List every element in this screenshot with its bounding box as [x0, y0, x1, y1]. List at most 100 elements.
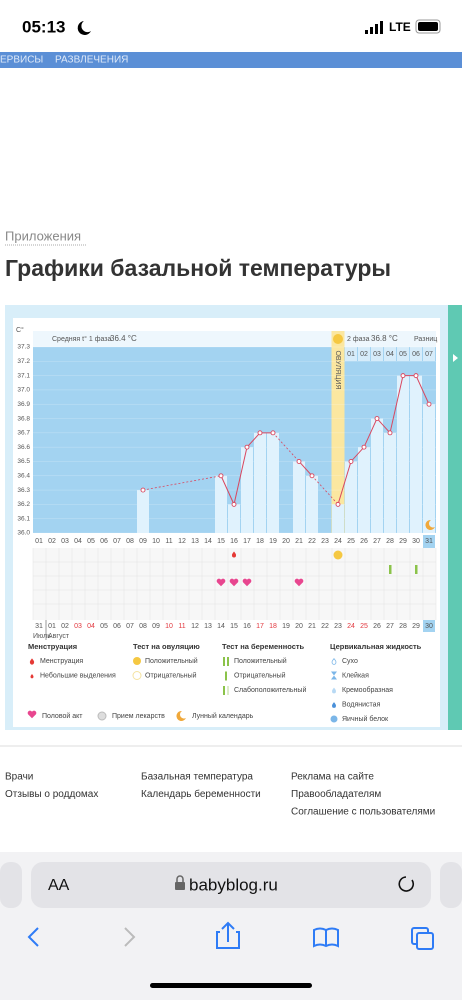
ovulation-label: ОВУЛЯЦИЯ [334, 350, 341, 389]
temperature-point [309, 473, 315, 479]
legend-item: Клейкая [342, 671, 369, 679]
x-tick-label: 27 [373, 538, 381, 545]
x-tick-label: 14 [204, 538, 212, 545]
legend-item: Кремообразная [342, 686, 393, 694]
footer-link[interactable]: Календарь беременности [141, 788, 261, 800]
x-tick-label: 25 [347, 538, 355, 545]
date-label: 02 [61, 623, 69, 630]
y-tick-label: 37.2 [17, 358, 30, 365]
date-label: 28 [399, 623, 407, 630]
x-tick-label: 29 [399, 538, 407, 545]
x-tick-label: 11 [165, 538, 172, 545]
tab-prev[interactable] [0, 862, 22, 908]
footer-link[interactable]: Соглашение с пользователями [291, 807, 435, 818]
y-tick-label: 36.2 [17, 501, 30, 508]
y-tick-label: 37.3 [17, 344, 30, 351]
bookmarks-button[interactable] [313, 927, 339, 948]
date-label: 27 [386, 623, 394, 630]
ovulation-column [331, 331, 345, 533]
temperature-bar [228, 504, 240, 533]
breadcrumb[interactable]: Приложения [5, 228, 81, 243]
phase2-day-cell [371, 347, 383, 361]
footer-link[interactable]: Отзывы о роддомах [5, 789, 98, 800]
tab-next[interactable] [440, 862, 462, 908]
date-label: 17 [256, 623, 264, 630]
temperature-point [140, 487, 146, 493]
legend-item: Сухо [342, 658, 358, 665]
date-label: 24 [347, 623, 355, 630]
phase2-day: 02 [360, 351, 368, 358]
temperature-bar [345, 461, 357, 533]
x-tick-label: 23 [321, 538, 329, 545]
legend-icon [332, 702, 336, 708]
address-bar[interactable] [31, 862, 431, 908]
x-tick-label: 16 [230, 538, 238, 545]
x-tick-label: 13 [191, 538, 199, 545]
x-tick-label: 17 [243, 538, 251, 545]
difference-label: Разниц [414, 336, 437, 343]
nav-link[interactable]: ЕРВИСЫ [0, 55, 43, 66]
toolbar [27, 921, 434, 950]
temperature-point [270, 430, 276, 436]
y-unit: С° [16, 326, 24, 334]
y-tick-label: 36.0 [17, 530, 30, 537]
legend-icon [223, 686, 225, 695]
battery [415, 19, 441, 34]
y-tick-label: 36.5 [17, 458, 30, 465]
y-tick-label: 36.3 [17, 487, 30, 494]
date-label: 14 [217, 623, 225, 630]
footer-link[interactable]: Реклама на сайте [291, 772, 374, 783]
text-size-button[interactable]: AA [48, 877, 70, 894]
footer-link[interactable]: Базальная температура [141, 772, 253, 783]
legend-icon [176, 710, 186, 721]
footer-link[interactable]: Врачи [5, 772, 33, 783]
x-tick-label: 24 [334, 538, 342, 545]
footer-link[interactable]: Правообладателям [291, 788, 381, 800]
x-tick-label: 03 [61, 538, 69, 545]
share-button[interactable] [216, 921, 240, 949]
side-arrow[interactable] [453, 354, 458, 362]
temperature-bar [254, 432, 266, 533]
date-label: 10 [165, 623, 173, 630]
lock-shackle [176, 875, 184, 882]
date-label: 25 [360, 623, 368, 630]
date-label: 05 [100, 623, 108, 630]
temperature-bar [332, 504, 344, 533]
lock-icon [175, 882, 185, 890]
today-cell [423, 620, 435, 632]
gap-connector [142, 475, 222, 491]
temperature-bar [423, 404, 435, 533]
legend-icon [225, 671, 227, 681]
legend-item: Прием лекарств [112, 713, 165, 720]
temperature-bar [215, 475, 227, 533]
temperature-point [257, 430, 263, 436]
y-tick-label: 36.4 [17, 472, 30, 479]
temperature-point [413, 373, 419, 379]
url[interactable]: babyblog.ru [189, 875, 278, 894]
temperature-bar [267, 432, 279, 533]
month-label: Июль [33, 633, 51, 640]
date-label: 31 [35, 623, 43, 630]
legend-item: Половой акт [42, 712, 83, 720]
moon-marker [425, 519, 435, 530]
ovulation-marker [333, 334, 343, 344]
date-label: 21 [308, 623, 316, 630]
nav-link[interactable]: РАЗВЛЕЧЕНИЯ [55, 55, 128, 66]
y-tick-label: 36.7 [17, 430, 30, 437]
phase2-day: 05 [399, 351, 407, 358]
back-button[interactable] [27, 927, 39, 947]
date-label: 08 [139, 623, 147, 630]
reload-icon[interactable] [398, 876, 415, 892]
temperature-bar [384, 432, 396, 533]
phase2-day-cell [423, 347, 435, 361]
forward-button[interactable] [124, 927, 136, 947]
temperature-point [400, 373, 406, 379]
date-label: 04 [87, 623, 95, 630]
legend-item: Менструация [40, 658, 83, 665]
legend-item: Отрицательный [234, 671, 286, 679]
date-label: 16 [243, 623, 251, 630]
side-strip [448, 305, 462, 730]
temperature-bar [397, 375, 409, 533]
x-tick-label: 05 [87, 538, 95, 545]
legend-item: Слабоположительный [234, 686, 306, 694]
